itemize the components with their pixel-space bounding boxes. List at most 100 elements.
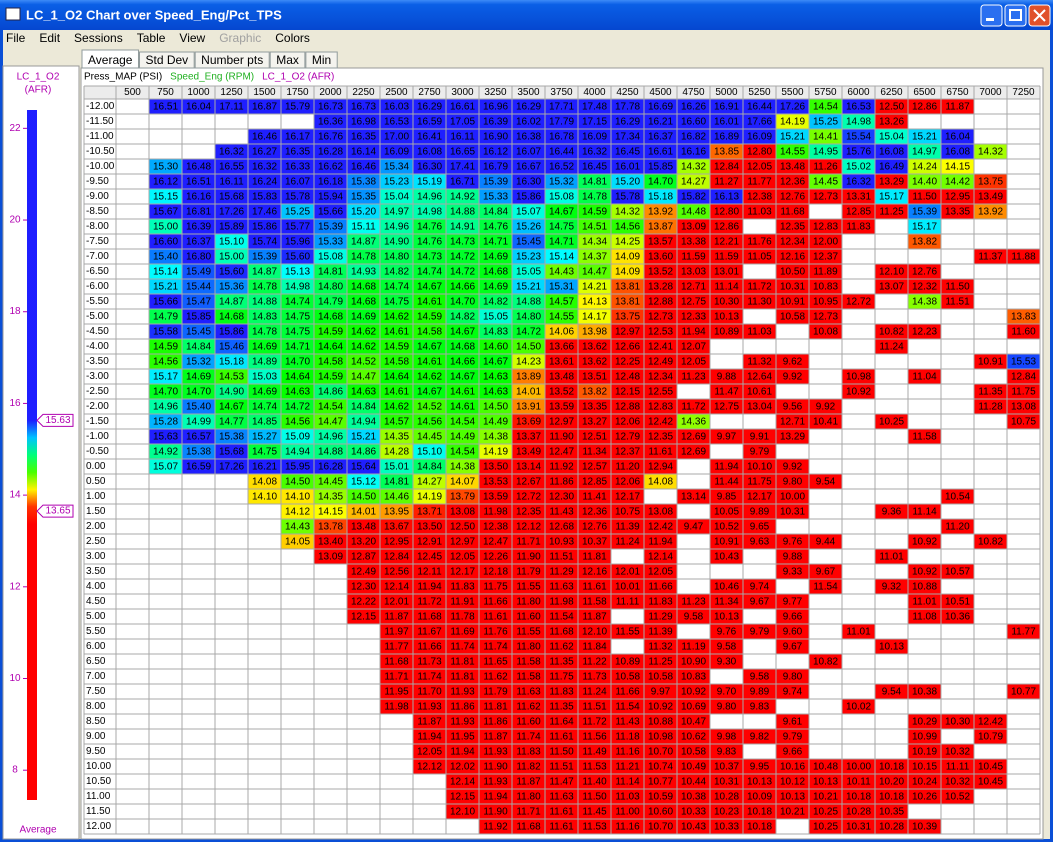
- tab[interactable]: Number pts: [194, 51, 270, 69]
- cell-value: 14.96: [153, 402, 178, 413]
- cell-value: 14.76: [417, 237, 442, 248]
- cell: [413, 279, 446, 294]
- cell-value: 11.83: [549, 687, 574, 698]
- cell: [611, 219, 644, 234]
- cell-value: 10.31: [714, 777, 739, 788]
- cell-value: 16.61: [648, 147, 673, 158]
- menu-item[interactable]: Graphic: [219, 31, 261, 45]
- cell-value: 10.88: [912, 582, 937, 593]
- cell-value: 11.35: [978, 387, 1003, 398]
- menu-item[interactable]: Sessions: [74, 31, 123, 45]
- cell-value: 10.91: [978, 357, 1003, 368]
- cell-value: 14.59: [153, 342, 178, 353]
- menu-item[interactable]: File: [6, 31, 26, 45]
- tab-background: [305, 51, 338, 69]
- cell-value: 12.66: [615, 342, 640, 353]
- cell: [776, 159, 809, 174]
- cell-value: 12.12: [516, 522, 541, 533]
- cell-value: 12.75: [714, 402, 739, 413]
- cell-value: 10.01: [615, 582, 640, 593]
- cell-value: 11.50: [912, 192, 937, 203]
- cell-value: 12.69: [681, 447, 706, 458]
- cell-value: 15.35: [351, 192, 376, 203]
- row-header: -1.50: [86, 416, 109, 427]
- cell-value: 14.58: [384, 357, 409, 368]
- cell: [809, 219, 842, 234]
- cell-value: 11.68: [780, 207, 805, 218]
- cell: [677, 144, 710, 159]
- cell-value: 10.92: [681, 687, 706, 698]
- cell-value: 11.32: [747, 357, 772, 368]
- cell-value: 12.51: [582, 432, 607, 443]
- cell: [842, 99, 875, 114]
- cell: [875, 204, 908, 219]
- cell: [380, 264, 413, 279]
- cell-value: 10.18: [747, 822, 772, 833]
- cell-value: 12.73: [813, 312, 838, 323]
- column-header: 4000: [583, 87, 606, 98]
- cell-value: 12.34: [780, 237, 805, 248]
- row-header: 0.00: [86, 461, 106, 472]
- menu-item[interactable]: Table: [137, 31, 166, 45]
- tab[interactable]: Average: [81, 49, 139, 69]
- cell-value: 13.52: [549, 387, 574, 398]
- row-header: -3.00: [86, 371, 109, 382]
- cell-value: 14.79: [318, 297, 343, 308]
- cell: [446, 264, 479, 279]
- cell-value: 15.21: [516, 282, 541, 293]
- cell-value: 11.78: [450, 612, 475, 623]
- cell-value: 13.48: [549, 372, 574, 383]
- cell-value: 9.33: [783, 567, 803, 578]
- cell: [281, 174, 314, 189]
- tab[interactable]: Min: [305, 51, 338, 69]
- menu-item[interactable]: Edit: [39, 31, 60, 45]
- cell-value: 10.25: [813, 822, 838, 833]
- cell-value: 10.82: [978, 537, 1003, 548]
- cell-value: 16.08: [417, 147, 442, 158]
- cell-value: 10.18: [879, 762, 904, 773]
- cell-value: 11.84: [582, 642, 607, 653]
- cell-value: 11.23: [681, 597, 706, 608]
- maximize-button[interactable]: [1004, 4, 1027, 27]
- tab[interactable]: Max: [269, 51, 306, 69]
- cell-value: 14.61: [384, 327, 409, 338]
- cell-value: 9.60: [783, 627, 803, 638]
- cell-value: 9.74: [750, 582, 770, 593]
- cell-value: 14.57: [384, 417, 409, 428]
- menu-item[interactable]: View: [179, 31, 205, 45]
- cell: [578, 159, 611, 174]
- cell-value: 9.83: [717, 747, 737, 758]
- cell-value: 14.46: [384, 492, 409, 503]
- cell: [479, 99, 512, 114]
- cell: [215, 279, 248, 294]
- menu-item[interactable]: Colors: [275, 31, 310, 45]
- cell-value: 14.71: [549, 237, 574, 248]
- tab[interactable]: Std Dev: [138, 51, 195, 69]
- cell-value: 14.47: [318, 417, 343, 428]
- cell-value: 11.03: [615, 792, 640, 803]
- cell: [809, 279, 842, 294]
- cell-value: 14.42: [945, 177, 970, 188]
- cell: [644, 144, 677, 159]
- cell: [941, 189, 974, 204]
- cell-value: 13.98: [582, 327, 607, 338]
- cell: [710, 279, 743, 294]
- cell-value: 14.96: [417, 192, 442, 203]
- cell: [248, 234, 281, 249]
- cell-value: 14.97: [912, 147, 937, 158]
- cell-value: 14.84: [417, 462, 442, 473]
- cell-value: 13.62: [582, 357, 607, 368]
- cell-value: 15.94: [318, 192, 343, 203]
- minimize-button[interactable]: [980, 4, 1003, 27]
- cell-value: 15.78: [285, 192, 310, 203]
- cell: [281, 249, 314, 264]
- cell: [578, 114, 611, 129]
- cell: [479, 159, 512, 174]
- cell-value: 14.98: [417, 207, 442, 218]
- cell-value: 11.35: [549, 702, 574, 713]
- title-bar: [0, 0, 1053, 30]
- cell: [743, 129, 776, 144]
- cell-value: 14.62: [384, 402, 409, 413]
- cell-value: 16.44: [549, 147, 574, 158]
- row-header: 12.00: [86, 821, 111, 832]
